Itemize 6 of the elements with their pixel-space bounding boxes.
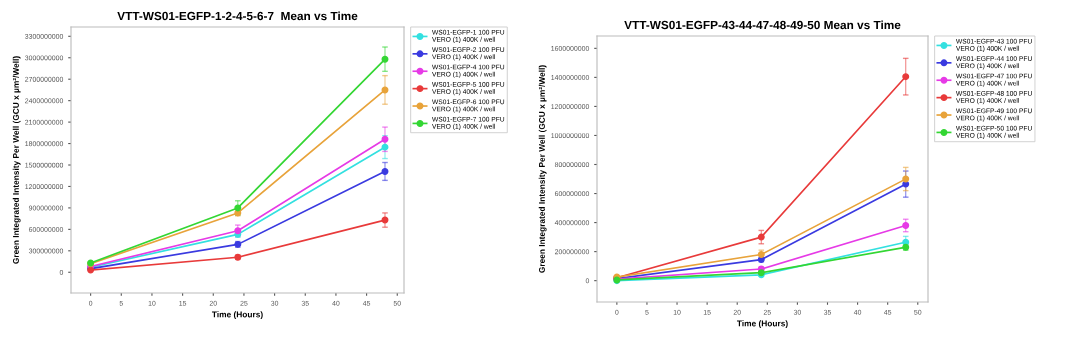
- y-axis-title: Green Integrated Intensity Per Well (GCU x µm²/Well): [538, 65, 547, 273]
- chart-title: VTT-WS01-EGFP-43-44-47-48-49-50 Mean vs Time: [624, 20, 901, 30]
- y-axis-title: Green Integrated Intensity Per Well (GCU x µm²/Well): [12, 56, 21, 264]
- x-axis-title: Time (Hours): [211, 311, 263, 320]
- x-axis-title: Time (Hours): [736, 320, 788, 329]
- chart-title: VTT-WS01-EGFP-1-2-4-5-6-7 Mean vs Time: [117, 11, 358, 21]
